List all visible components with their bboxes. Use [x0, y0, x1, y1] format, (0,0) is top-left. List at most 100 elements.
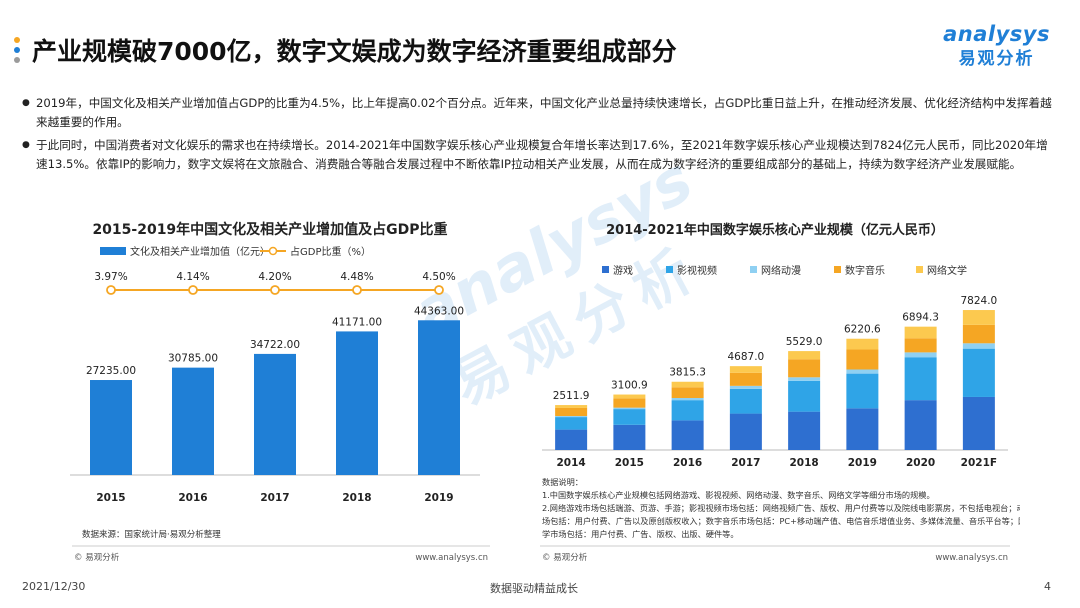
stacked-bar-segment — [729, 413, 762, 450]
footer-date: 2021/12/30 — [22, 580, 86, 593]
stacked-bar-segment — [555, 417, 588, 430]
bar — [172, 367, 214, 475]
bar-value-label: 41171.00 — [332, 316, 382, 328]
line-value-label: 3.97% — [94, 271, 127, 283]
stacked-bar-segment — [555, 416, 588, 418]
stacked-bar-segment — [904, 338, 937, 353]
bullet-dot-icon: ● — [22, 140, 30, 150]
logo-cn: 易观分析 — [958, 49, 1035, 69]
stacked-bar-segment — [555, 407, 588, 417]
x-tick-label: 2019 — [848, 457, 877, 469]
line-point — [106, 285, 116, 295]
title-dots — [14, 37, 20, 63]
stacked-bar-segment — [671, 420, 704, 450]
stacked-bar-segment — [904, 326, 937, 339]
gdp-share-chart: 2015-2019年中国文化及相关产业增加值及占GDP比重文化及相关产业增加值（… — [70, 221, 490, 563]
stacked-bar-segment — [788, 377, 821, 381]
bar-value-label: 34722.00 — [250, 339, 300, 351]
line-value-label: 4.48% — [340, 271, 373, 283]
line-point — [352, 285, 362, 295]
stacked-bar-segment — [729, 385, 762, 389]
stacked-bar-segment — [846, 349, 879, 370]
site-url: www.analysys.cn — [935, 553, 1008, 563]
legend-label: 游戏 — [613, 264, 633, 277]
line-point — [188, 285, 198, 295]
x-tick-label: 2020 — [906, 457, 935, 469]
stacked-bar-segment — [962, 324, 995, 344]
stacked-bar-segment — [846, 369, 879, 374]
bullet-text: 2019年，中国文化及相关产业增加值占GDP的比重为4.5%，比上年提高0.02… — [36, 96, 1052, 129]
stacked-bar-segment — [671, 398, 704, 401]
stacked-bar-segment — [555, 405, 588, 408]
bar — [90, 380, 132, 475]
copyright: © 易观分析 — [542, 552, 588, 563]
x-tick-label: 2016 — [673, 457, 702, 469]
bar-value-label: 27235.00 — [86, 365, 136, 377]
line-point — [434, 285, 444, 295]
right-chart-panel: 2014-2021年中国数字娱乐核心产业规模（亿元人民币） 游戏 影视视频 网络动漫数… — [530, 210, 1043, 570]
stacked-bar-segment — [962, 348, 995, 397]
stacked-bar-segment — [613, 424, 646, 450]
line-value-label: 4.20% — [258, 271, 291, 283]
stacked-bar-segment — [962, 396, 995, 450]
legend-label: 文化及相关产业增加值（亿元） — [130, 245, 270, 258]
legend-label: 数字音乐 — [845, 264, 885, 277]
x-tick-label: 2015 — [615, 457, 644, 469]
stacked-bar-segment — [729, 366, 762, 373]
stacked-bar-segment — [904, 352, 937, 358]
stacked-bar-segment — [613, 409, 646, 425]
left-chart-panel: 2015-2019年中国文化及相关产业增加值及占GDP比重 文化及相关产业增加值（… — [60, 210, 500, 570]
stacked-bar-segment — [788, 359, 821, 378]
bullet-text: 于此同时，中国消费者对文化娱乐的需求也在持续增长。2014-2021年中国数字娱… — [36, 138, 1048, 171]
notes-title: 数据说明： — [542, 477, 583, 487]
bar — [418, 320, 460, 475]
line-point — [270, 285, 280, 295]
bullet-item: ● 于此同时，中国消费者对文化娱乐的需求也在持续增长。2014-2021年中国数… — [22, 136, 1052, 174]
bar-value-label: 30785.00 — [168, 353, 218, 365]
total-value-label: 5529.0 — [786, 336, 823, 348]
stacked-bar-segment — [962, 310, 995, 325]
x-tick-label: 2015 — [96, 492, 125, 504]
stacked-bar-segment — [846, 408, 879, 450]
stacked-bar-segment — [962, 343, 995, 349]
legend-swatch — [602, 266, 609, 273]
note-line: 2.网络游戏市场包括端游、页游、手游；影视视频市场包括：网络视频广告、版权、用户… — [542, 503, 1020, 513]
stacked-bar-segment — [846, 338, 879, 350]
total-value-label: 2511.9 — [553, 390, 590, 402]
title-bar: 产业规模破7000亿，数字文娱成为数字经济重要组成部分 — [14, 30, 677, 70]
stacked-bar-segment — [729, 372, 762, 386]
bullet-list: ● 2019年，中国文化及相关产业增加值占GDP的比重为4.5%，比上年提高0.… — [22, 94, 1052, 178]
x-tick-label: 2019 — [424, 492, 453, 504]
legend-swatch — [750, 266, 757, 273]
bullet-item: ● 2019年，中国文化及相关产业增加值占GDP的比重为4.5%，比上年提高0.… — [22, 94, 1052, 132]
legend-marker — [268, 246, 278, 256]
stacked-bar-segment — [671, 381, 704, 388]
total-value-label: 6894.3 — [902, 312, 939, 324]
legend-swatch — [834, 266, 841, 273]
stacked-bar-segment — [788, 351, 821, 360]
total-value-label: 7824.0 — [961, 295, 998, 307]
x-tick-label: 2018 — [342, 492, 371, 504]
stacked-bar-segment — [904, 357, 937, 401]
note-line: 1.中国数字娱乐核心产业规模包括网络游戏、影视视频、网络动漫、数字音乐、网络文学… — [542, 490, 935, 500]
site-url: www.analysys.cn — [415, 553, 488, 563]
title-dot-gray — [14, 57, 20, 63]
total-value-label: 4687.0 — [728, 351, 765, 363]
x-tick-label: 2017 — [731, 457, 760, 469]
bar — [336, 331, 378, 475]
stacked-bar-segment — [555, 429, 588, 450]
stacked-bar-segment — [613, 398, 646, 408]
stacked-bar-segment — [788, 411, 821, 450]
stacked-bar-segment — [613, 407, 646, 410]
legend-label: 影视视频 — [677, 264, 717, 277]
x-tick-label: 2017 — [260, 492, 289, 504]
stacked-bar-segment — [613, 394, 646, 399]
chart-title: 2014-2021年中国数字娱乐核心产业规模（亿元人民币） — [606, 222, 944, 238]
total-value-label: 6220.6 — [844, 324, 881, 336]
digital-entertainment-chart: 2014-2021年中国数字娱乐核心产业规模（亿元人民币）游戏 影视视频 网络动漫数… — [540, 222, 1043, 563]
legend-label: 占GDP比重（%） — [290, 245, 371, 258]
analysys-logo: analysys 易观分析 — [943, 22, 1050, 69]
bullet-dot-icon: ● — [22, 98, 30, 108]
legend-swatch — [666, 266, 673, 273]
legend-label: 网络文学 — [927, 264, 967, 277]
